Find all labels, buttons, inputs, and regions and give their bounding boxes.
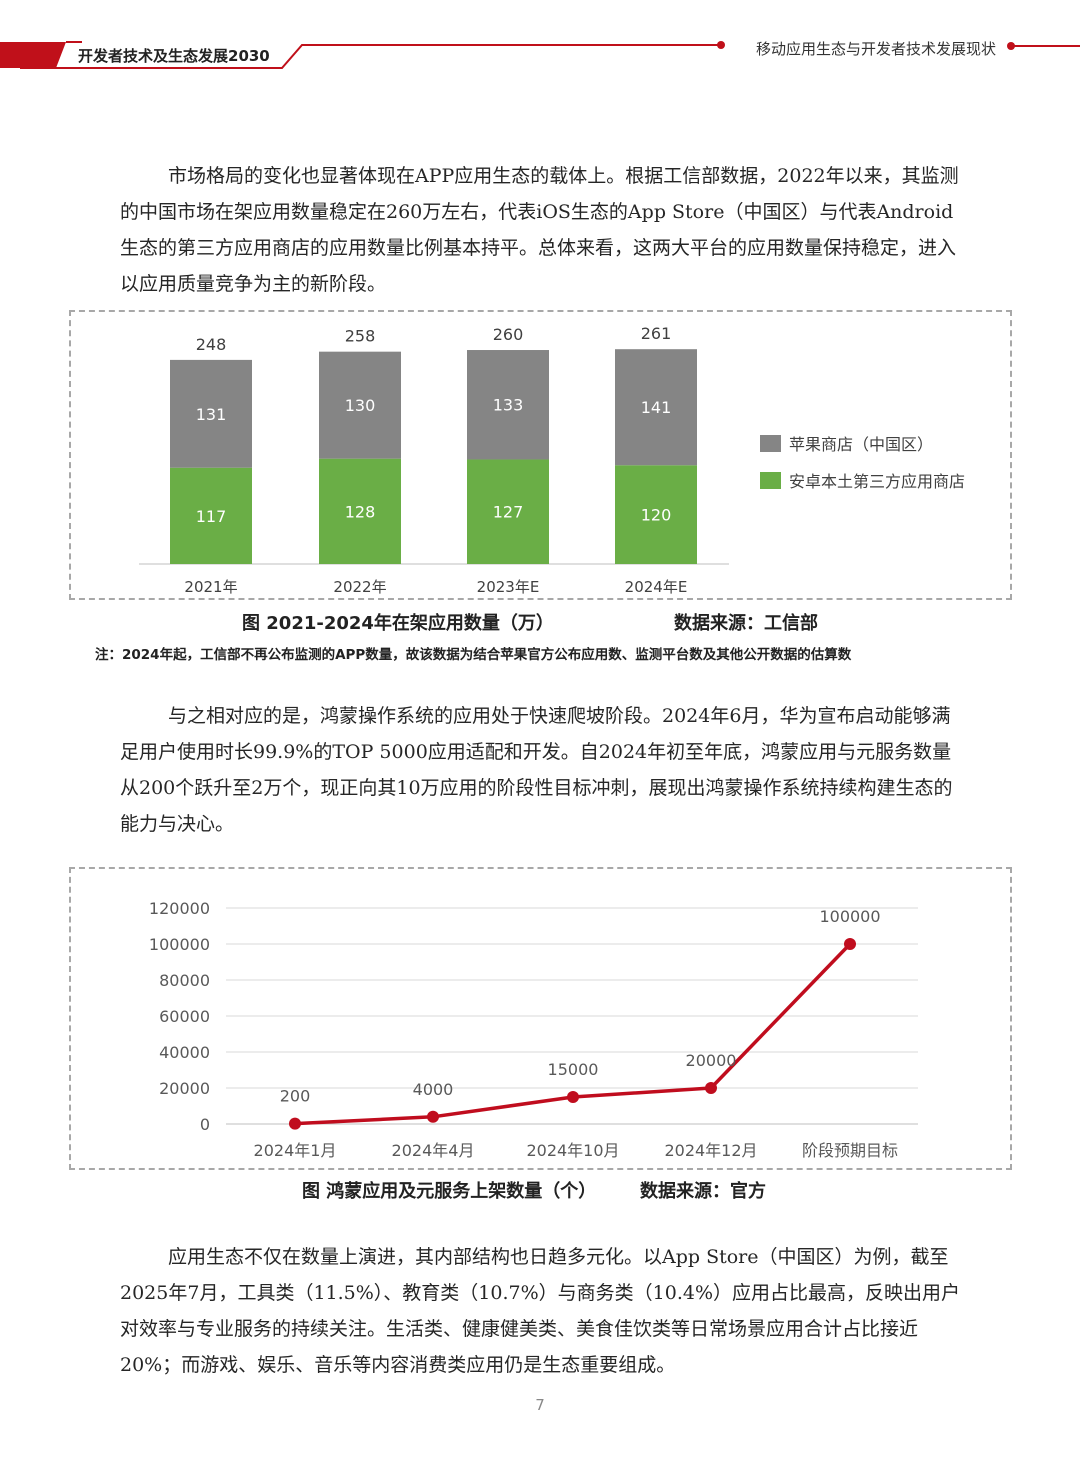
chart-2-caption: 图 鸿蒙应用及元服务上架数量（个）	[302, 1181, 597, 1202]
bar-android-2	[467, 459, 549, 564]
data-label-total-2: 260	[493, 325, 524, 344]
y-tick-label-4: 80000	[159, 971, 210, 990]
y-tick-label-0: 0	[200, 1115, 210, 1134]
data-label-total-3: 261	[641, 324, 672, 343]
chart-1-source: 数据来源：工信部	[674, 613, 818, 634]
report-title: 开发者技术及生态发展2030	[78, 47, 270, 65]
bar-apple-2	[467, 350, 549, 460]
data-label-2: 15000	[548, 1060, 599, 1079]
line-chart: 0 20000 40000 60000 80000 100000 120000 200 4000…	[149, 899, 918, 1160]
x-tick-label-4: 阶段预期目标	[802, 1141, 898, 1160]
page-number: 7	[535, 1396, 545, 1414]
data-point-2	[567, 1091, 579, 1103]
paragraph-3: 应用生态不仅在数量上演进，其内部结构也日趋多元化。以App Store（中国区）…	[120, 1246, 961, 1376]
legend-swatch-1	[760, 472, 781, 489]
data-label-4: 100000	[819, 907, 880, 926]
data-label-android-0: 117	[196, 507, 227, 526]
x-tick-label-2: 2023年E	[477, 578, 540, 596]
stacked-bar-chart: 117 131 248 2021年 128 130 258 2022年 127 133 260 202…	[139, 324, 965, 596]
x-tick-label-0: 2021年	[184, 578, 237, 596]
data-label-android-3: 120	[641, 506, 672, 525]
data-label-total-0: 248	[196, 335, 227, 354]
data-label-android-1: 128	[345, 502, 376, 521]
header-decoration	[0, 41, 1080, 69]
legend-swatch-0	[760, 435, 781, 452]
chart-2-source: 数据来源：官方	[640, 1181, 766, 1202]
data-point-3	[705, 1082, 717, 1094]
data-label-apple-3: 141	[641, 398, 672, 417]
data-label-apple-1: 130	[345, 396, 376, 415]
chart-1-frame: 117 131 248 2021年 128 130 258 2022年 127 133 260 202…	[69, 310, 1012, 600]
y-tick-label-6: 120000	[149, 899, 210, 918]
header-red-tab	[0, 42, 66, 68]
data-point-4	[844, 938, 856, 950]
y-tick-label-5: 100000	[149, 935, 210, 954]
paragraph-1: 市场格局的变化也显著体现在APP应用生态的载体上。根据工信部数据，2022年以来…	[120, 165, 959, 295]
section-title: 移动应用生态与开发者技术发展现状	[755, 40, 996, 58]
y-tick-label-1: 20000	[159, 1079, 210, 1098]
x-tick-label-3: 2024年E	[625, 578, 688, 596]
x-tick-label-0: 2024年1月	[254, 1141, 337, 1160]
bar-apple-0	[170, 359, 252, 468]
bar-apple-1	[319, 351, 401, 459]
chart-1-note: 注：2024年起，工信部不再公布监测的APP数量，故该数据为结合苹果官方公布应用…	[95, 647, 852, 663]
data-label-1: 4000	[413, 1080, 454, 1099]
data-label-apple-0: 131	[196, 405, 227, 424]
x-tick-label-2: 2024年10月	[526, 1141, 619, 1160]
x-tick-label-1: 2022年	[333, 578, 386, 596]
header-dot-left	[717, 41, 725, 49]
chart-1-caption: 图 2021-2024年在架应用数量（万）	[242, 613, 554, 634]
data-point-0	[289, 1117, 301, 1130]
data-label-total-1: 258	[345, 327, 376, 346]
data-label-android-2: 127	[493, 503, 524, 522]
x-tick-label-1: 2024年4月	[392, 1141, 475, 1160]
legend-label-0: 苹果商店（中国区）	[789, 435, 933, 454]
page-header: 开发者技术及生态发展2030 移动应用生态与开发者技术发展现状	[0, 0, 1080, 80]
bar-android-3	[615, 465, 697, 564]
data-label-3: 20000	[686, 1051, 737, 1070]
legend-label-1: 安卓本土第三方应用商店	[789, 472, 965, 491]
header-line-middle	[20, 44, 722, 69]
data-label-0: 200	[280, 1087, 311, 1106]
x-tick-label-3: 2024年12月	[664, 1141, 757, 1160]
y-tick-label-2: 40000	[159, 1043, 210, 1062]
data-point-1	[427, 1110, 439, 1123]
y-tick-label-3: 60000	[159, 1007, 210, 1026]
data-label-apple-2: 133	[493, 396, 524, 415]
bar-android-1	[319, 458, 401, 564]
chart-2-frame: 0 20000 40000 60000 80000 100000 120000 200 4000…	[69, 867, 1012, 1170]
paragraph-2: 与之相对应的是，鸿蒙操作系统的应用处于快速爬坡阶段。2024年6月，华为宣布启动…	[120, 705, 953, 835]
bar-apple-3	[615, 349, 697, 466]
bar-android-0	[170, 467, 252, 564]
